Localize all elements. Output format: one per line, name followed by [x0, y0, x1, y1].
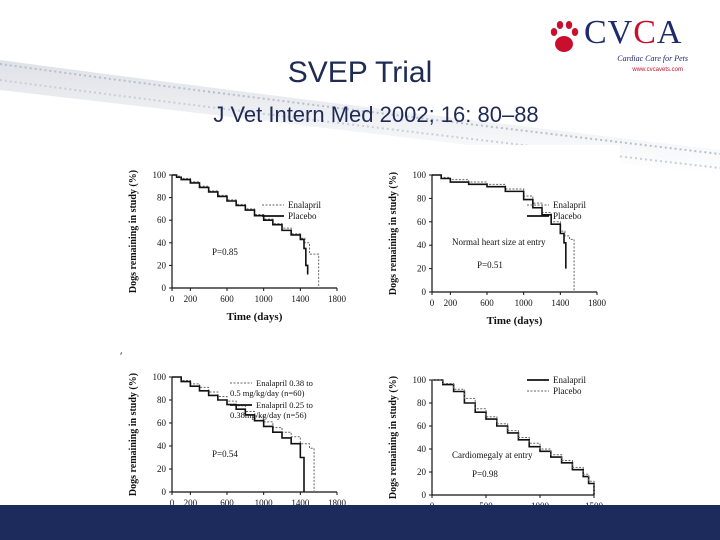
figure-panel: 0 20 40 60 80 100 0 200 600 1000 1400 1800 Time (day…: [120, 145, 620, 530]
y-tick-label: 40: [157, 238, 167, 248]
y-axis-label: Dogs remaining in study (%): [388, 376, 399, 499]
chart-panel-4: 020406080100050010001500Time (days)Dogs …: [388, 375, 604, 530]
y-tick-label: 80: [417, 398, 427, 408]
stray-mark: ⸴: [120, 347, 123, 358]
x-tick-label: 1000: [255, 498, 274, 508]
x-tick-label: 1400: [291, 498, 310, 508]
y-tick-label: 60: [417, 217, 427, 227]
logo-url: www.cvcavets.com: [632, 67, 683, 73]
y-tick-label: 60: [417, 421, 427, 431]
x-tick-label: 0: [170, 294, 175, 304]
x-tick-label: 200: [184, 498, 198, 508]
km-curve-a: [172, 174, 320, 288]
x-tick-label: 1000: [255, 294, 274, 304]
y-tick-label: 40: [417, 444, 427, 454]
x-tick-label: 1400: [291, 294, 310, 304]
x-tick-label: 1800: [328, 294, 347, 304]
legend-label: Placebo: [553, 386, 582, 396]
legend-label-text: Enalapril 0.38 to: [256, 378, 313, 388]
km-curve-b: [172, 174, 309, 275]
legend-label: Enalapril: [553, 375, 586, 385]
p-value-label: P=0.85: [212, 247, 238, 257]
logo-tagline: Cardiac Care for Pets: [617, 54, 688, 63]
x-tick-label: 0: [170, 498, 175, 508]
legend-label: Placebo: [553, 211, 582, 221]
logo-wordmark: CVCA: [584, 14, 682, 52]
km-curve-a: [172, 376, 315, 492]
km-curve-a: [432, 174, 575, 292]
legend-label-text-cont: 0.5 mg/kg/day (n=60): [230, 388, 305, 398]
x-tick-label: 600: [480, 298, 494, 308]
y-tick-label: 20: [157, 464, 167, 474]
logo-name-a: A: [656, 14, 683, 51]
legend-label: Placebo: [288, 211, 317, 221]
slide-subtitle: J Vet Intern Med 2002; 16: 80–88: [213, 102, 539, 127]
p-value-label: P=0.98: [472, 469, 498, 479]
x-tick-label: 200: [444, 298, 458, 308]
legend-label: Enalapril 0.25 to 0.38mg/kg/day (n=56): [230, 400, 313, 420]
x-axis-label: Time (days): [227, 311, 283, 323]
panel-annotation: Normal heart size at entry: [452, 237, 546, 247]
slide-title: SVEP Trial: [287, 56, 433, 89]
y-tick-label: 20: [417, 467, 427, 477]
y-tick-label: 20: [157, 260, 167, 270]
legend-label: Enalapril: [288, 200, 321, 210]
y-axis-label: Dogs remaining in study (%): [388, 172, 399, 295]
y-tick-label: 40: [417, 240, 427, 250]
legend-label-text-cont: 0.38mg/kg/day (n=56): [230, 410, 307, 420]
x-tick-label: 200: [184, 294, 198, 304]
km-curve-b: [432, 174, 567, 269]
x-tick-label: 1000: [515, 298, 534, 308]
y-tick-label: 100: [153, 372, 167, 382]
x-axis-label: Time (days): [487, 315, 543, 327]
y-tick-label: 0: [422, 490, 427, 500]
legend-label-text: Enalapril 0.25 to: [256, 400, 313, 410]
p-value-label: P=0.51: [477, 260, 503, 270]
y-tick-label: 40: [157, 441, 167, 451]
km-curve-b: [432, 379, 595, 495]
x-tick-label: 0: [430, 298, 435, 308]
p-value-label: P=0.54: [212, 449, 238, 459]
y-tick-label: 100: [413, 170, 427, 180]
y-axis-label: Dogs remaining in study (%): [128, 373, 139, 496]
y-tick-label: 60: [157, 215, 167, 225]
y-tick-label: 100: [153, 170, 167, 180]
km-curve-a: [432, 379, 595, 495]
x-tick-label: 600: [220, 294, 234, 304]
y-tick-label: 80: [157, 395, 167, 405]
y-tick-label: 60: [157, 418, 167, 428]
y-tick-label: 0: [162, 283, 167, 293]
x-tick-label: 1800: [328, 498, 347, 508]
y-tick-label: 100: [413, 375, 427, 385]
panel-annotation: Cardiomegaly at entry: [452, 450, 533, 460]
y-axis-label: Dogs remaining in study (%): [128, 170, 139, 293]
y-tick-label: 80: [157, 193, 167, 203]
legend-label: Enalapril: [553, 200, 586, 210]
x-tick-label: 1800: [588, 298, 607, 308]
footer-bar: [0, 505, 720, 540]
y-tick-label: 0: [162, 487, 167, 497]
logo-name-cv: CV: [584, 14, 634, 51]
legend-label: Enalapril 0.38 to 0.5 mg/kg/day (n=60): [230, 378, 313, 398]
logo-name-c: C: [633, 14, 657, 51]
x-tick-label: 1400: [551, 298, 570, 308]
x-tick-label: 600: [220, 498, 234, 508]
y-tick-label: 0: [422, 287, 427, 297]
y-tick-label: 80: [417, 193, 427, 203]
paw-print-icon: [550, 21, 579, 52]
y-tick-label: 20: [417, 264, 427, 274]
km-curve-b: [172, 376, 305, 492]
